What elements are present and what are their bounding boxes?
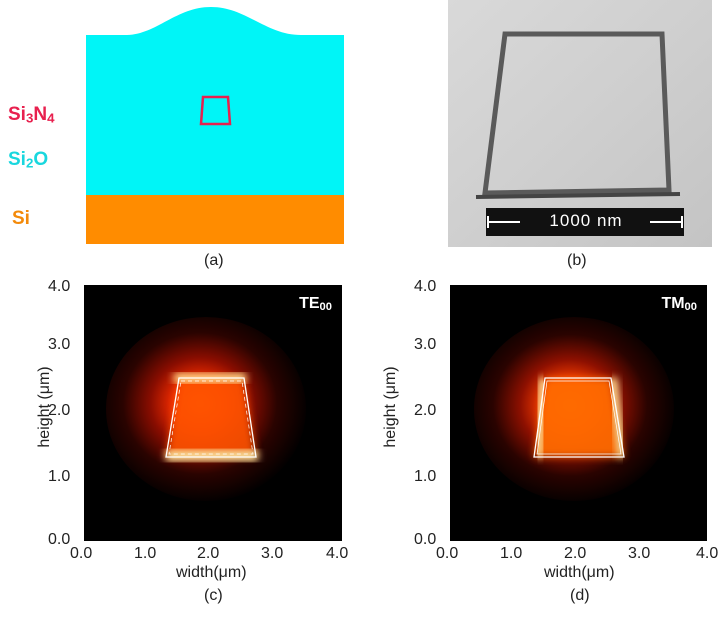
ytick-d-3: 3.0 bbox=[414, 336, 437, 353]
panel-c: height (μm) 4.0 3.0 2.0 1.0 0.0 bbox=[0, 275, 360, 621]
xtick-c-3: 3.0 bbox=[261, 545, 284, 562]
tm00-mode-plot: TM00 bbox=[450, 285, 707, 541]
xtick-d-0: 0.0 bbox=[436, 545, 459, 562]
te00-mode-plot: TE00 bbox=[84, 285, 342, 541]
panel-d: height (μm) 4.0 3.0 2.0 1.0 0.0 bbox=[370, 275, 727, 621]
core-outline bbox=[199, 95, 232, 126]
sem-image bbox=[448, 0, 712, 247]
ytick-c-2: 2.0 bbox=[48, 402, 71, 419]
caption-c: (c) bbox=[204, 587, 223, 604]
ytick-d-2: 2.0 bbox=[414, 402, 437, 419]
xtick-d-2: 2.0 bbox=[564, 545, 587, 562]
ytick-c-3: 3.0 bbox=[48, 336, 71, 353]
ytick-c-1: 1.0 bbox=[48, 468, 71, 485]
mode-label-tm00: TM00 bbox=[661, 295, 697, 313]
caption-b: (b) bbox=[567, 252, 587, 269]
ytick-c-4: 4.0 bbox=[48, 278, 71, 295]
xtick-c-4: 4.0 bbox=[326, 545, 349, 562]
x-axis-label-d: width(μm) bbox=[544, 564, 615, 581]
xtick-d-1: 1.0 bbox=[500, 545, 523, 562]
xtick-c-1: 1.0 bbox=[134, 545, 157, 562]
y-axis-label-d: height (μm) bbox=[382, 366, 399, 448]
caption-d: (d) bbox=[570, 587, 590, 604]
sem-core-outline bbox=[482, 31, 672, 196]
caption-a: (a) bbox=[204, 252, 224, 269]
xtick-d-4: 4.0 bbox=[696, 545, 719, 562]
xtick-c-2: 2.0 bbox=[197, 545, 220, 562]
cladding-region bbox=[86, 7, 344, 195]
label-si2o: Si2O bbox=[8, 149, 49, 171]
x-axis-label-c: width(μm) bbox=[176, 564, 247, 581]
xtick-c-0: 0.0 bbox=[70, 545, 93, 562]
substrate-region bbox=[86, 195, 344, 244]
ytick-c-0: 0.0 bbox=[48, 531, 71, 548]
ytick-d-4: 4.0 bbox=[414, 278, 437, 295]
label-si3n4: Si3N4 bbox=[8, 104, 55, 126]
ytick-d-0: 0.0 bbox=[414, 531, 437, 548]
panel-b: 1000 nm (b) bbox=[448, 0, 713, 275]
scale-bar-label: 1000 nm bbox=[549, 211, 623, 230]
xtick-d-3: 3.0 bbox=[628, 545, 651, 562]
label-si: Si bbox=[12, 208, 30, 229]
panel-a: Si3N4 Si2O Si (a) bbox=[0, 0, 360, 275]
waveguide-cross-section bbox=[86, 7, 344, 244]
ytick-d-1: 1.0 bbox=[414, 468, 437, 485]
mode-label-te00: TE00 bbox=[299, 295, 332, 313]
